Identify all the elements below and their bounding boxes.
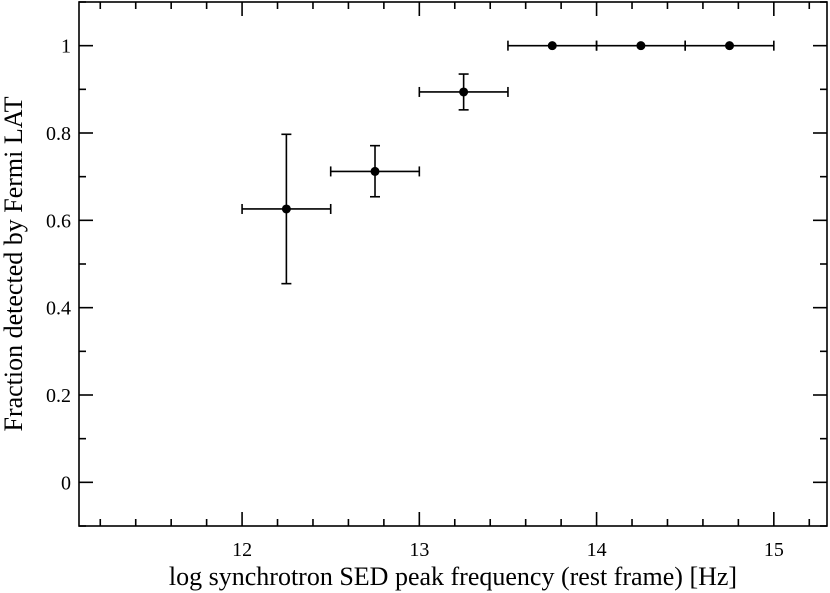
y-tick-label: 0.4 xyxy=(46,298,71,320)
x-tick-label: 14 xyxy=(587,539,607,561)
y-tick-label: 0.8 xyxy=(46,123,71,145)
y-axis-label: Fraction detected by Fermi LAT xyxy=(0,96,28,431)
data-point-marker xyxy=(281,204,291,214)
y-tick-label: 0 xyxy=(61,472,71,494)
x-tick-label: 13 xyxy=(409,539,429,561)
x-tick-label: 15 xyxy=(764,539,784,561)
x-tick-label: 12 xyxy=(232,539,252,561)
y-tick-label: 1 xyxy=(61,36,71,58)
data-point-group xyxy=(684,40,775,51)
data-point-marker xyxy=(459,87,469,97)
data-point-marker xyxy=(725,41,735,51)
data-point-group xyxy=(418,73,509,111)
data-point-group xyxy=(329,144,421,198)
data-points xyxy=(241,40,775,285)
data-point-marker xyxy=(370,166,380,176)
data-point-group xyxy=(595,40,686,51)
data-point-marker xyxy=(547,41,557,51)
axis-ticks xyxy=(79,1,827,527)
plot-frame xyxy=(78,1,828,527)
data-point-group xyxy=(507,40,598,51)
data-point-group xyxy=(241,133,332,285)
y-tick-label: 0.6 xyxy=(46,210,71,232)
tick-labels: 12 13 14 15 0 0.2 0.4 0.6 0.8 1 xyxy=(46,36,784,561)
y-tick-label: 0.2 xyxy=(46,385,71,407)
x-axis-label: log synchrotron SED peak frequency (rest… xyxy=(169,562,737,591)
data-point-marker xyxy=(636,41,646,51)
